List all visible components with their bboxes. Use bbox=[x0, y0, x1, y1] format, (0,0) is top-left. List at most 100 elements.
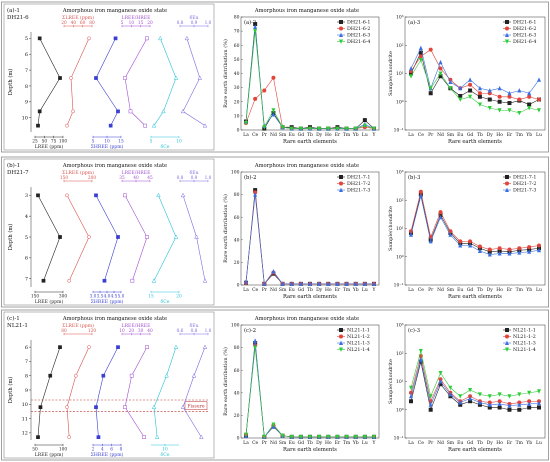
profile-tick-label: 0.9 bbox=[191, 176, 198, 181]
y-tick-label: 10⁻¹ bbox=[394, 436, 404, 442]
data-point bbox=[477, 102, 482, 107]
series-2 bbox=[409, 45, 541, 96]
profile-name: ΣLREE (ppm) bbox=[62, 322, 94, 329]
profile-marker bbox=[36, 123, 40, 128]
panel-frame bbox=[3, 311, 215, 459]
legend-label: DH21-7-1 bbox=[347, 175, 370, 181]
legend-marker bbox=[339, 39, 343, 44]
data-point bbox=[298, 126, 303, 131]
profile-tick-label: 4.5 bbox=[111, 295, 118, 300]
series-0 bbox=[409, 192, 541, 254]
data-point bbox=[353, 126, 358, 131]
data-point bbox=[244, 279, 248, 284]
data-point bbox=[409, 385, 413, 391]
profile-tick-label: 150 bbox=[31, 295, 39, 300]
profile-tick-label: 0.8 bbox=[191, 329, 198, 334]
legend-marker bbox=[505, 20, 509, 24]
profile-line bbox=[66, 195, 90, 281]
profile-marker bbox=[151, 404, 157, 409]
y-tick-label: 10³ bbox=[396, 15, 404, 21]
x-tick-label: Yb bbox=[525, 440, 532, 446]
data-point bbox=[527, 94, 532, 99]
data-point bbox=[507, 394, 512, 399]
data-point bbox=[527, 401, 532, 406]
depth-tick-label: 11 bbox=[22, 416, 28, 422]
data-point bbox=[289, 281, 294, 286]
profile-marker bbox=[202, 123, 208, 128]
x-tick-label: Tm bbox=[343, 132, 351, 138]
profile-marker bbox=[37, 109, 42, 114]
data-point bbox=[262, 434, 267, 440]
data-point bbox=[458, 394, 463, 399]
y-tick-label: 60 bbox=[234, 215, 240, 221]
data-point bbox=[335, 434, 340, 440]
x-tick-label: Tm bbox=[516, 287, 524, 293]
series-line bbox=[245, 340, 374, 438]
profile-tick-label: 40 bbox=[71, 21, 77, 26]
data-point bbox=[477, 91, 482, 96]
series-line bbox=[410, 51, 540, 105]
x-tick-label: Dy bbox=[316, 132, 323, 138]
profile-tick-label: 75 bbox=[51, 140, 57, 145]
x-tick-label: La bbox=[408, 132, 414, 138]
data-point bbox=[438, 59, 443, 65]
data-point bbox=[262, 88, 267, 93]
legend-marker bbox=[339, 334, 343, 339]
profile-tick-label: 10 bbox=[119, 329, 125, 334]
profile-tick-label: 2 bbox=[92, 448, 95, 453]
depth-tick-label: 5 bbox=[25, 36, 28, 42]
y-tick-label: 80 bbox=[234, 345, 240, 351]
series-3 bbox=[409, 58, 541, 116]
depth-tick-label: 3 bbox=[25, 193, 28, 199]
panel-tag: (c)-1 bbox=[7, 315, 20, 322]
x-tick-label: Ce bbox=[252, 440, 258, 446]
profile-tick-label: 15 bbox=[118, 140, 124, 145]
data-point bbox=[537, 389, 541, 394]
profile-marker bbox=[173, 344, 179, 349]
profile-tick-label: 80 bbox=[61, 329, 67, 334]
profile-name: δCe bbox=[161, 299, 170, 305]
data-point bbox=[344, 281, 349, 286]
y-tick-label: 0 bbox=[237, 436, 240, 442]
x-tick-label: Ce bbox=[418, 440, 424, 446]
data-point bbox=[477, 402, 482, 407]
series-1 bbox=[244, 190, 376, 286]
profile-marker bbox=[87, 345, 91, 349]
profile-tick-label: 4 bbox=[101, 448, 104, 453]
data-point bbox=[253, 22, 258, 27]
x-tick-label: Sm bbox=[447, 440, 455, 446]
depth-axis-label: Depth (m) bbox=[7, 377, 14, 404]
legend-label: DH21-6-3 bbox=[347, 33, 370, 39]
x-tick-label: Ho bbox=[496, 132, 503, 138]
profile-marker bbox=[101, 373, 106, 378]
data-point bbox=[326, 434, 331, 440]
data-point bbox=[428, 86, 433, 91]
x-tick-label: Ho bbox=[496, 287, 503, 293]
data-point bbox=[308, 281, 312, 286]
x-tick-label: Er bbox=[335, 287, 341, 293]
profile-5: 0.8 0.9 1.0 δEu bbox=[177, 15, 212, 128]
profile-name: LREE (ppm) bbox=[35, 451, 64, 458]
x-tick-label: La bbox=[243, 132, 249, 138]
panel-frame bbox=[3, 158, 215, 306]
fissure-label-box bbox=[184, 401, 208, 410]
y-tick-label: 20 bbox=[234, 99, 240, 105]
data-point bbox=[487, 247, 492, 252]
profile-marker bbox=[87, 235, 91, 239]
data-point bbox=[477, 244, 482, 249]
profile-marker bbox=[202, 278, 208, 283]
data-point bbox=[372, 434, 376, 440]
y-tick-label: 10¹ bbox=[396, 379, 404, 385]
x-tick-label: Eu bbox=[457, 287, 463, 293]
series-0 bbox=[409, 50, 541, 107]
profile-5: 0.8 0.9 1.0 δEu bbox=[177, 170, 212, 283]
data-point bbox=[244, 120, 248, 126]
profile-line bbox=[153, 347, 177, 438]
data-point bbox=[428, 407, 433, 412]
profile-marker bbox=[145, 36, 149, 41]
x-tick-label: Dy bbox=[316, 287, 323, 293]
data-point bbox=[418, 357, 423, 362]
x-tick-label: Tb bbox=[477, 287, 483, 293]
